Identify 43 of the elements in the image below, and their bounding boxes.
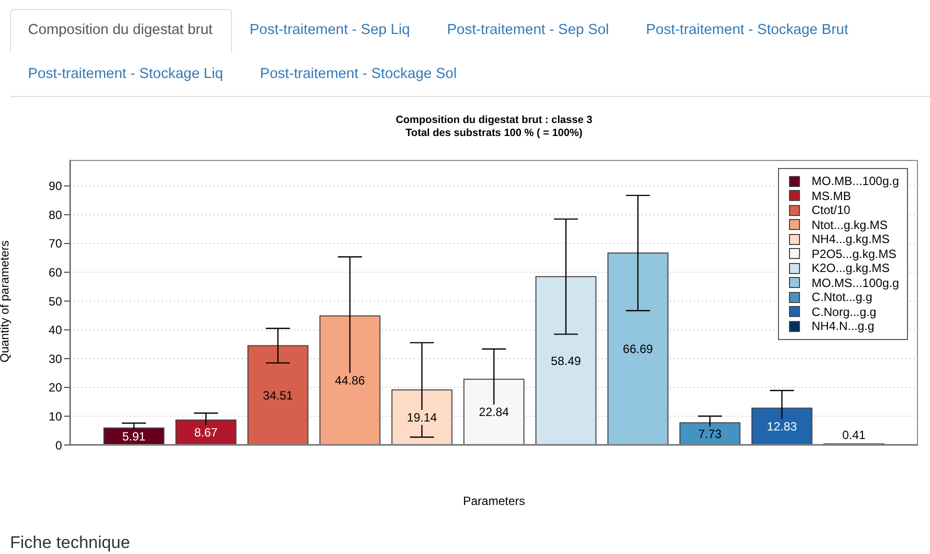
y-tick-label: 80	[48, 208, 62, 222]
data-label: 0.41	[842, 428, 866, 442]
y-axis-title: Quantity of parameters	[0, 240, 12, 362]
y-tick-label: 60	[48, 266, 62, 280]
data-label: 12.83	[766, 420, 798, 434]
data-label: 19.14	[406, 410, 438, 424]
text: Fiche technique	[10, 533, 130, 553]
text: Post-traitement - Stockage Liq	[27, 65, 224, 84]
text: Composition du digestat brut	[10, 9, 232, 53]
legend-label: MO.MB...100g.g	[812, 174, 899, 188]
chart-title: Composition du digestat brut : classe 3	[394, 114, 594, 127]
legend-label: NH4.N...g.g	[812, 319, 874, 334]
y-tick-label: 50	[48, 294, 62, 308]
y-tick-label: 10	[48, 409, 62, 424]
legend-label: MS.MB	[812, 188, 851, 203]
x-axis-title: Parameters	[462, 494, 526, 508]
legend-label: C.Norg...g.g	[812, 304, 876, 319]
legend-label: Ntot...g.kg.MS	[812, 218, 888, 232]
y-tick-label: 30	[48, 352, 62, 366]
legend-label: MO.MS...100g.g	[812, 276, 899, 290]
data-label: 5.91	[122, 429, 146, 444]
data-label: 44.86	[334, 373, 366, 388]
y-tick-label: 70	[48, 236, 62, 251]
data-label: 66.69	[622, 342, 654, 356]
legend-label: NH4...g.kg.MS	[812, 232, 890, 246]
y-tick-label: 0	[55, 438, 62, 452]
y-tick-label: 20	[48, 380, 62, 395]
data-label: 34.51	[262, 388, 294, 402]
data-label: 7.73	[698, 426, 722, 441]
text: Post-traitement - Stockage Brut	[644, 21, 850, 40]
legend-label: Ctot/10	[812, 203, 850, 218]
text: Post-traitement - Stockage Sol	[259, 65, 458, 84]
chart-subtitle: Total des substrats 100 % ( = 100%)	[404, 127, 584, 140]
legend-label: P2O5...g.kg.MS	[812, 246, 896, 261]
data-label: 22.84	[478, 405, 510, 420]
data-label: 8.67	[194, 426, 218, 440]
data-label: 58.49	[550, 354, 582, 368]
y-tick-label: 90	[48, 179, 62, 194]
legend-label: C.Ntot...g.g	[812, 290, 872, 304]
text: Post-traitement - Sep Sol	[446, 21, 610, 40]
legend-label: K2O...g.kg.MS	[812, 261, 890, 276]
y-tick-label: 40	[48, 323, 62, 338]
text: Post-traitement - Sep Liq	[248, 21, 411, 40]
